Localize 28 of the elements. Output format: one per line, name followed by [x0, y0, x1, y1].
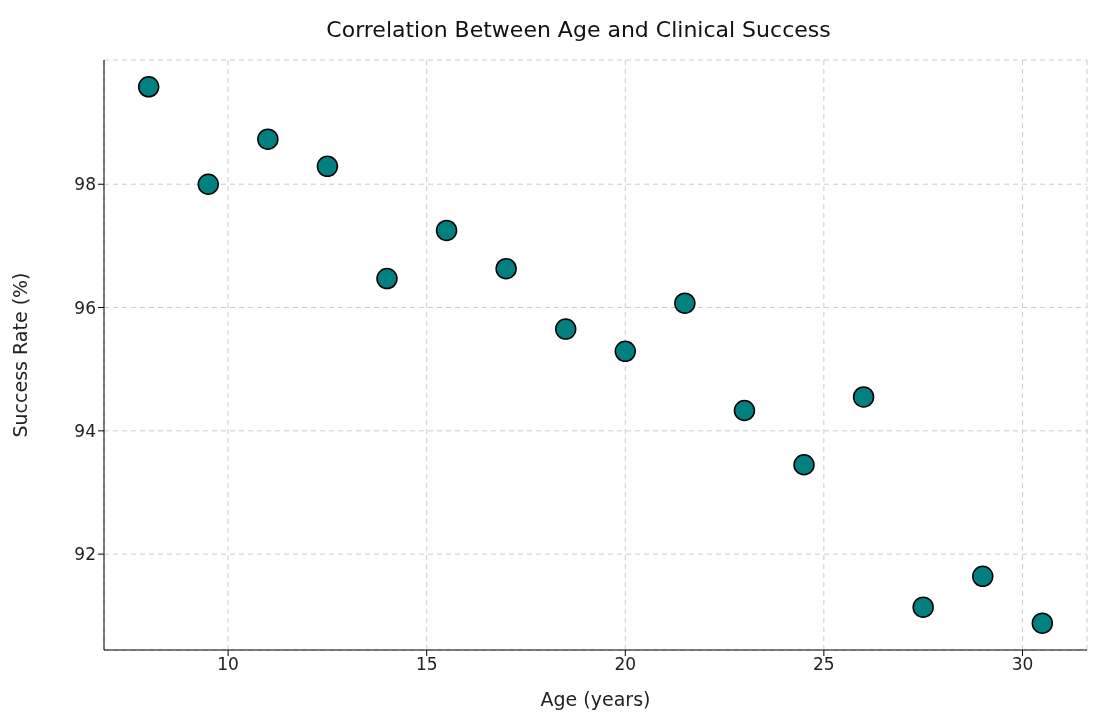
point	[733, 399, 756, 422]
point	[197, 173, 220, 195]
point	[971, 565, 994, 588]
y-tick-label: 92	[74, 544, 96, 565]
point	[614, 340, 637, 363]
point	[674, 292, 696, 314]
point	[435, 219, 458, 242]
y-tick-label: 94	[74, 420, 96, 441]
point	[376, 267, 398, 290]
chart-title: Correlation Between Age and Clinical Success	[325, 16, 832, 44]
x-tick-label: 25	[813, 654, 835, 675]
point	[257, 128, 279, 150]
x-tick-label: 30	[1011, 654, 1034, 675]
point	[137, 76, 160, 98]
x-tick-label: 10	[217, 654, 239, 675]
y-tick-label: 98	[74, 174, 96, 195]
x-tick-label: 20	[614, 654, 637, 675]
point	[1031, 612, 1054, 634]
y-tick-label: 96	[74, 297, 96, 318]
point	[793, 453, 815, 476]
point	[852, 386, 875, 408]
y-axis-title: Success Rate (%)	[8, 272, 31, 438]
x-tick-label: 15	[415, 654, 438, 675]
point	[495, 257, 517, 280]
point	[554, 318, 577, 340]
point	[316, 155, 339, 178]
point	[912, 596, 934, 618]
x-axis-title: Age (years)	[540, 688, 651, 710]
